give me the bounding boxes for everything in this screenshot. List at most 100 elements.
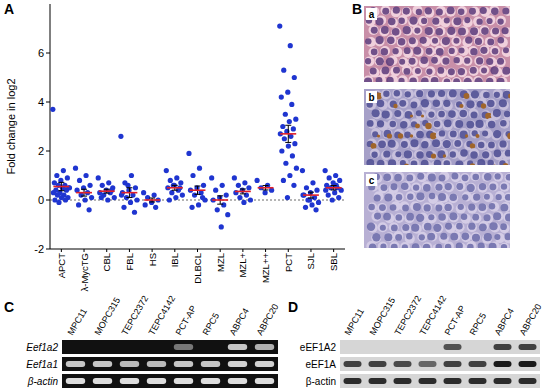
- point: [288, 43, 293, 48]
- nucleus: [438, 193, 446, 201]
- point: [87, 183, 92, 188]
- nucleus: [475, 120, 483, 128]
- cell: [458, 109, 468, 119]
- cell: [387, 99, 397, 109]
- cell: [408, 75, 418, 82]
- nucleus: [478, 142, 485, 149]
- panel-label: B: [352, 1, 362, 17]
- x-tick: [288, 249, 289, 252]
- error-cap: [149, 198, 155, 199]
- point: [287, 173, 292, 178]
- nucleus: [416, 214, 424, 222]
- error-cap: [195, 186, 201, 187]
- nucleus: [500, 120, 507, 127]
- point: [241, 200, 246, 205]
- error-cap: [240, 193, 246, 194]
- point: [310, 180, 315, 185]
- band: [228, 361, 247, 367]
- nucleus: [484, 173, 492, 181]
- y-axis-label: Fold change in log2: [5, 78, 17, 174]
- nucleus: [500, 204, 508, 212]
- cell: [453, 138, 463, 148]
- error-cap: [149, 201, 155, 202]
- cell: [485, 37, 495, 47]
- point: [285, 90, 290, 95]
- stain: [481, 103, 486, 108]
- point: [169, 190, 174, 195]
- row-label: eEF1A: [305, 359, 336, 370]
- nucleus: [481, 67, 487, 73]
- cell: [500, 182, 510, 192]
- nucleus: [458, 204, 464, 210]
- cell: [459, 128, 469, 138]
- cell: [368, 223, 378, 233]
- nucleus: [435, 184, 442, 191]
- point: [125, 183, 130, 188]
- cell: [421, 138, 431, 148]
- cell: [436, 110, 446, 120]
- point: [178, 180, 183, 185]
- panel-label: D: [288, 299, 298, 315]
- nucleus: [454, 140, 461, 147]
- nucleus: [445, 244, 451, 248]
- band: [66, 378, 85, 384]
- point: [197, 166, 202, 171]
- nucleus: [377, 100, 384, 107]
- cell: [446, 28, 456, 38]
- nucleus: [399, 59, 405, 65]
- cell: [400, 242, 410, 248]
- nucleus: [474, 77, 482, 82]
- x-tick-label: APCT: [56, 253, 67, 279]
- point: [65, 175, 70, 180]
- nucleus: [420, 56, 428, 64]
- y-tick-label: 4: [38, 96, 44, 108]
- point: [174, 175, 179, 180]
- lane-label: MOPC315: [93, 296, 123, 337]
- nucleus: [390, 204, 397, 211]
- cell: [380, 46, 390, 56]
- band: [344, 361, 362, 367]
- nucleus: [473, 194, 480, 201]
- error-cap: [58, 190, 64, 191]
- nucleus: [424, 204, 431, 211]
- point: [106, 180, 111, 185]
- y-tick: [46, 249, 50, 250]
- nucleus: [383, 150, 390, 157]
- cell: [490, 223, 500, 233]
- stain: [459, 104, 463, 108]
- band: [255, 378, 274, 384]
- point: [152, 193, 157, 198]
- nucleus: [405, 111, 413, 119]
- nucleus: [492, 48, 499, 55]
- nucleus: [480, 47, 487, 54]
- nucleus: [421, 18, 427, 24]
- cell: [439, 213, 449, 223]
- nucleus: [479, 183, 486, 190]
- point: [282, 136, 287, 141]
- y-tick: [46, 200, 50, 201]
- cell: [453, 119, 463, 129]
- point: [186, 151, 191, 156]
- cell: [448, 46, 458, 56]
- nucleus: [487, 38, 494, 45]
- nucleus: [380, 243, 386, 248]
- nucleus: [475, 38, 482, 45]
- nucleus: [394, 174, 402, 182]
- x-tick-label: MZL: [215, 253, 226, 272]
- x-tick-label: λ-MycTG: [79, 253, 90, 292]
- y-tick: [46, 102, 50, 103]
- lane-label: RPC5: [201, 311, 222, 337]
- nucleus: [449, 212, 457, 220]
- point: [77, 178, 82, 183]
- lane-label: ABPC20: [255, 302, 281, 337]
- nucleus: [494, 234, 500, 240]
- cell: [501, 202, 510, 212]
- lane-label: ABPC20: [518, 302, 544, 337]
- cell: [442, 159, 452, 165]
- cell: [426, 172, 436, 181]
- mean-line: [235, 191, 251, 193]
- nucleus: [499, 99, 507, 107]
- cell: [473, 17, 483, 27]
- cell: [486, 118, 496, 128]
- nucleus: [376, 57, 384, 65]
